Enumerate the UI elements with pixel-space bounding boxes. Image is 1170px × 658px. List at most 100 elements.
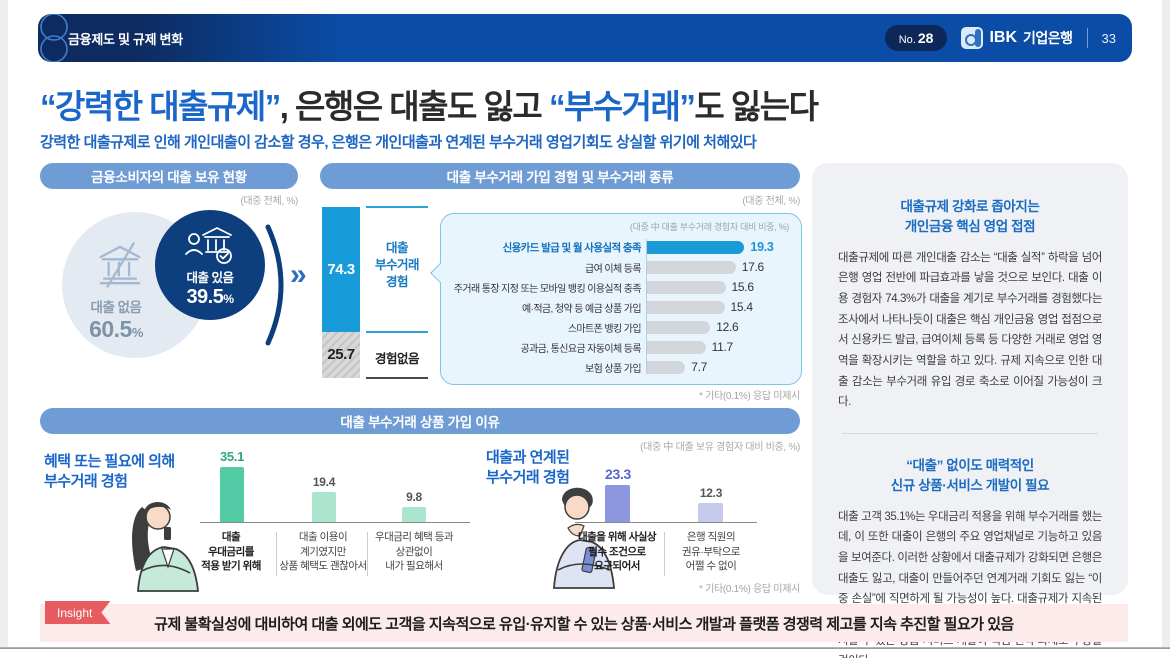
section-header-reasons: 대출 부수거래 상품 가입 이유 (40, 408, 800, 434)
breakdown-unit-note: (대중 中 대출 부수거래 경험자 대비 비중, %) (629, 222, 789, 232)
no-loan-unit: % (131, 325, 144, 340)
has-loan-circle: 대출 있음 39.5% (155, 210, 265, 320)
commentary-panel: 대출규제 강화로 좁아지는 개인금융 핵심 영업 접점 대출규제에 따른 개인대… (812, 163, 1128, 658)
breakdown-row: 예·적금, 청약 등 예금 상품 가입 15.4 (521, 300, 753, 315)
stacked-segment-none: 25.7 (322, 331, 360, 378)
ibk-logo-icon (961, 27, 984, 49)
bar-value: 12.3 (699, 486, 723, 500)
loan-ownership-unit-note: (대중 전체, %) (240, 196, 298, 207)
none-value: 25.7 (327, 346, 355, 364)
reason-bar (698, 502, 723, 522)
has-loan-unit: % (223, 292, 234, 306)
reason-bar (402, 506, 426, 522)
bar-label: 대출을 위해 사실상 필수 조건으로 요구되어서 (577, 531, 657, 573)
reasons-unit-note: (대중 中 대출 보유 경험자 대비 비중, %) (640, 442, 800, 453)
experience-footnote: * 기타(0.1%) 응답 미제시 (699, 391, 800, 402)
left-margin-strip (0, 0, 8, 647)
breakdown-row: 주거래 통장 지정 또는 모바일 뱅킹 이용실적 충족 15.6 (453, 280, 754, 295)
stacked-segment-experienced: 74.3 (322, 207, 360, 332)
left-axis (200, 522, 470, 523)
bar-value: 9.8 (406, 490, 422, 504)
breakdown-bar (646, 240, 745, 254)
stacked-bar: 74.3 25.7 (322, 207, 360, 378)
breakdown-row: 보험 상품 가입 7.7 (585, 360, 708, 375)
page-bottom-rule (0, 647, 1170, 649)
breakdown-rows: 신용카드 발급 및 월 사용실적 충족 19.3 급여 이체 등록 17.6 주… (441, 237, 801, 377)
bar-value: 35.1 (219, 449, 245, 464)
label-separator (367, 532, 368, 576)
transition-arc (265, 224, 284, 346)
double-chevron-icon: » (290, 258, 307, 291)
right-group-heading: 대출과 연계된 부수거래 경험 (486, 449, 570, 487)
section-header-loan-ownership: 금융소비자의 대출 보유 현황 (40, 163, 298, 189)
page-number: 33 (1101, 30, 1116, 46)
experienced-value: 74.3 (327, 260, 355, 278)
label-separator (276, 532, 277, 576)
has-loan-label: 대출 있음 (186, 271, 234, 285)
label-rule-top (366, 206, 428, 208)
breakdown-bar (646, 360, 686, 374)
bar-value: 23.3 (604, 466, 632, 482)
breakdown-row: 급여 이체 등록 17.6 (585, 260, 764, 275)
insight-text: 규제 불확실성에 대비하여 대출 외에도 고객을 지속적으로 유입·유지할 수 … (154, 615, 1014, 633)
breakdown-axis (646, 239, 647, 373)
no-loan-value: 60.5 (89, 316, 132, 342)
reason-bar (312, 491, 336, 522)
header-bar: 금융제도 및 규제 변화 No. 28 IBK 기업은행 33 (38, 14, 1132, 62)
breakdown-bar (646, 300, 725, 314)
bar-label: 우대금리 혜택 등과 상관없이 내가 필요해서 (374, 531, 454, 573)
commentary-body-1: 대출규제에 따른 개인대출 감소는 “대출 실적” 하락을 넘어 은행 영업 전… (838, 251, 1102, 409)
header-deco-circles-icon (40, 14, 68, 62)
breakdown-row: 공과금, 통신요금 자동이체 등록 11.7 (520, 340, 733, 355)
commentary-divider (842, 433, 1098, 434)
bar-value: 19.4 (312, 475, 336, 489)
label-rule-middle (366, 331, 428, 333)
bar-label: 대출 우대금리를 적용 받기 위해 (201, 531, 261, 573)
label-separator (664, 532, 665, 576)
commentary-heading-1: 대출규제 강화로 좁아지는 개인금융 핵심 영업 접점 (900, 199, 1040, 235)
none-label: 경험없음 (374, 352, 420, 366)
section-header-experience: 대출 부수거래 가입 경험 및 부수거래 종류 (320, 163, 800, 189)
has-loan-value: 39.5 (186, 286, 224, 308)
insight-tag: Insight (45, 601, 110, 624)
experience-unit-note: (대중 전체, %) (742, 196, 800, 207)
title-part3: “부수거래” (548, 88, 696, 125)
right-margin-strip (1162, 0, 1170, 647)
no-loan-label: 대출 없음 (90, 300, 142, 315)
page-title: “강력한 대출규제”, 은행은 대출도 잃고 “부수거래”도 잃는다 (40, 80, 819, 128)
reasons-footnote: * 기타(0.1%) 응답 미제시 (699, 584, 800, 595)
title-part1: “강력한 대출규제” (40, 88, 281, 125)
title-part2: , 은행은 대출도 잃고 (279, 88, 549, 125)
breakdown-row: 신용카드 발급 및 월 사용실적 충족 19.3 (502, 240, 774, 254)
man-illustration (553, 487, 615, 589)
breakdown-bar (646, 340, 706, 354)
logo-ibk-text: IBK (989, 29, 1017, 46)
breakdown-bar (646, 280, 726, 294)
bar-label: 대출 이용이 계기였지만 상품 혜택도 괜찮아서 (279, 531, 367, 573)
category-label: 금융제도 및 규제 변화 (68, 31, 183, 47)
header-divider (1086, 28, 1088, 48)
insight-bar: Insight 규제 불확실성에 대비하여 대출 외에도 고객을 지속적으로 유… (40, 604, 1128, 642)
issue-number-prefix: No. (898, 34, 916, 46)
label-rule-bottom (366, 377, 428, 379)
issue-number-badge: No. 28 (884, 25, 948, 51)
experienced-label: 대출 부수거래 경험 (374, 241, 420, 289)
right-axis (575, 522, 757, 523)
woman-illustration (132, 502, 199, 592)
commentary-heading-2: “대출” 없이도 매력적인 신규 상품·서비스 개발이 필요 (890, 458, 1050, 494)
left-group-heading: 혜택 또는 필요에 의해 부수거래 경험 (44, 453, 175, 491)
breakdown-bubble: (대중 中 대출 부수거래 경험자 대비 비중, %) 신용카드 발급 및 월 … (430, 213, 802, 385)
issue-number: 28 (917, 30, 934, 46)
breakdown-bar (646, 260, 736, 274)
breakdown-bar (646, 320, 711, 334)
bar-label: 은행 직원의 권유·부탁으로 어쩔 수 없이 (682, 531, 740, 573)
bank-person-check-icon (185, 227, 232, 264)
reason-bar (220, 466, 244, 522)
bank-logo: IBK 기업은행 (961, 27, 1073, 49)
bank-crossed-icon (99, 242, 141, 288)
breakdown-row: 스마트폰 뱅킹 가입 12.6 (567, 320, 739, 335)
reason-bar (605, 485, 630, 522)
page-subtitle: 강력한 대출규제로 인해 개인대출이 감소할 경우, 은행은 개인대출과 연계된… (40, 134, 757, 151)
logo-bank-name: 기업은행 (1023, 30, 1073, 46)
